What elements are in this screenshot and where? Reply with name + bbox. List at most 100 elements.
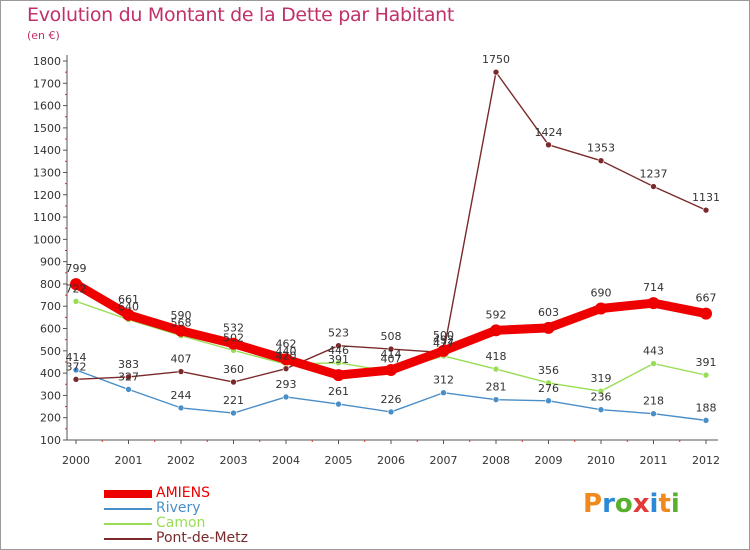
data-point-rivery xyxy=(177,404,185,412)
y-tick-label: 1500 xyxy=(33,122,61,135)
x-minor-tick xyxy=(416,440,418,442)
data-label-rivery: 261 xyxy=(328,385,349,398)
y-tick-label: 600 xyxy=(40,323,61,336)
data-point-pont-de-metz xyxy=(545,141,552,149)
x-minor-tick xyxy=(626,440,628,442)
data-label-amiens: 714 xyxy=(643,281,664,294)
logo-letter: i xyxy=(649,489,659,519)
data-point-pont-de-metz xyxy=(650,183,657,190)
x-tick-label: 2000 xyxy=(62,454,90,467)
data-point-pont-de-metz xyxy=(125,373,132,381)
y-minor-tick xyxy=(65,205,67,207)
y-tick-label: 1200 xyxy=(33,189,61,202)
data-point-rivery xyxy=(125,386,132,393)
data-label-rivery: 221 xyxy=(223,394,244,407)
data-point-amiens xyxy=(490,324,502,337)
legend-label-rivery: Rivery xyxy=(156,500,201,516)
legend-label-amiens: AMIENS xyxy=(156,485,210,501)
data-point-rivery xyxy=(597,406,605,413)
data-point-amiens xyxy=(175,324,187,337)
data-label-pont-de-metz: 407 xyxy=(171,353,192,366)
data-label-pont-de-metz: 360 xyxy=(223,363,244,376)
y-minor-tick xyxy=(65,339,67,341)
data-point-pont-de-metz xyxy=(230,378,237,386)
data-label-rivery: 236 xyxy=(591,391,612,404)
y-minor-tick xyxy=(65,227,67,229)
y-tick-label: 400 xyxy=(40,367,61,380)
y-tick-label: 800 xyxy=(40,278,61,291)
legend-label-pont-de-metz: Pont-de-Metz xyxy=(156,530,249,546)
x-minor-tick xyxy=(679,440,681,442)
legend-swatch-camon xyxy=(104,523,152,525)
chart-subtitle: (en €) xyxy=(27,29,60,42)
x-minor-tick xyxy=(521,440,523,442)
y-minor-tick xyxy=(65,316,67,318)
data-point-camon xyxy=(335,359,342,367)
data-label-rivery: 218 xyxy=(643,395,664,408)
axes: 100 200 300 400 500 600 700 800 900 1000 1100 1200 1… xyxy=(33,55,720,467)
data-point-amiens xyxy=(385,363,397,376)
series-amiens xyxy=(70,278,712,382)
x-tick-label: 2011 xyxy=(640,454,668,467)
data-label-amiens: 799 xyxy=(66,262,87,275)
data-point-amiens xyxy=(595,302,607,315)
x-minor-tick xyxy=(574,440,576,442)
x-tick-label: 2007 xyxy=(430,454,458,467)
data-label-camon: 440 xyxy=(276,345,297,358)
series-rivery xyxy=(72,366,710,424)
x-tick-label: 2010 xyxy=(587,454,615,467)
legend-swatch-pont-de-metz xyxy=(104,538,152,540)
data-point-amiens xyxy=(280,353,292,366)
data-label-rivery: 293 xyxy=(276,378,297,391)
data-label-rivery: 188 xyxy=(696,401,717,414)
y-minor-tick xyxy=(65,160,67,162)
data-point-amiens xyxy=(700,307,712,320)
y-tick-label: 1600 xyxy=(33,100,61,113)
data-label-amiens: 603 xyxy=(538,306,559,319)
legend-swatch-rivery xyxy=(104,508,152,510)
y-minor-tick xyxy=(65,93,67,95)
data-point-rivery xyxy=(230,409,237,417)
data-point-camon xyxy=(650,360,657,367)
y-minor-tick xyxy=(65,294,67,296)
data-label-amiens: 414 xyxy=(381,348,402,361)
data-point-rivery xyxy=(72,366,80,374)
data-label-pont-de-metz: 420 xyxy=(276,350,297,363)
data-point-amiens xyxy=(647,297,660,310)
proxiti-logo: Proxiti xyxy=(583,489,680,519)
legend-label-camon: Camon xyxy=(156,515,206,531)
data-point-amiens xyxy=(122,308,135,321)
data-label-amiens: 462 xyxy=(276,337,297,350)
y-minor-tick xyxy=(65,138,67,140)
x-tick-label: 2012 xyxy=(692,454,720,467)
y-minor-tick xyxy=(65,116,67,118)
data-point-rivery xyxy=(440,389,447,397)
y-minor-tick xyxy=(65,406,67,408)
x-minor-tick xyxy=(101,440,103,442)
y-minor-tick xyxy=(65,183,67,185)
data-labels-layer: 799 661 590 532 462 391 414 500 592 603 690 714 667 4… xyxy=(66,53,721,414)
data-point-rivery xyxy=(387,408,395,416)
data-point-pont-de-metz xyxy=(72,376,80,383)
data-label-rivery: 281 xyxy=(486,381,507,394)
data-label-amiens: 592 xyxy=(486,308,507,321)
data-point-pont-de-metz xyxy=(597,157,605,164)
y-minor-tick xyxy=(65,71,67,73)
data-point-rivery xyxy=(702,417,710,424)
y-minor-tick xyxy=(65,383,67,385)
data-label-pont-de-metz: 492 xyxy=(433,334,454,347)
y-tick-label: 100 xyxy=(40,434,61,447)
y-tick-label: 1100 xyxy=(33,211,61,224)
y-minor-tick xyxy=(65,428,67,430)
y-tick-label: 1400 xyxy=(33,144,61,157)
y-minor-tick xyxy=(65,361,67,363)
y-tick-label: 1300 xyxy=(33,166,61,179)
y-tick-label: 1700 xyxy=(33,77,61,90)
logo-letter: P xyxy=(583,489,603,519)
y-tick-label: 200 xyxy=(40,412,61,425)
data-point-amiens xyxy=(70,278,82,291)
data-point-camon xyxy=(702,371,710,379)
data-label-camon: 446 xyxy=(328,344,349,357)
data-label-pont-de-metz: 1131 xyxy=(692,191,720,204)
